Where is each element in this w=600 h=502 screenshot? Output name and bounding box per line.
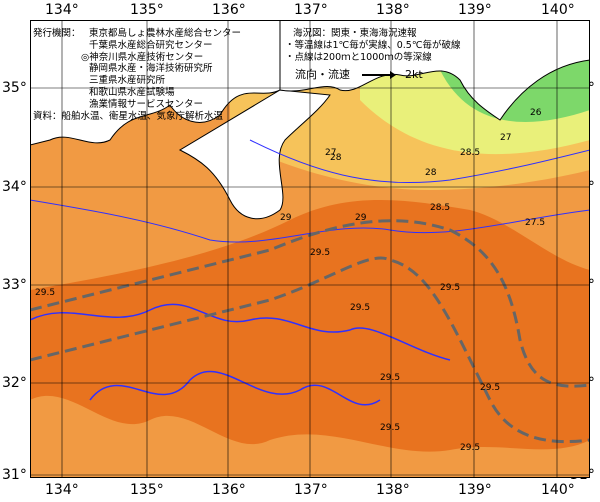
contour-label: 27: [500, 133, 511, 143]
isotherm-note: ・等温線は1℃毎が実線、0.5℃毎が破線: [285, 39, 461, 51]
map-frame: [30, 20, 590, 478]
current-label: 流向・流速: [295, 68, 350, 82]
current-scale-legend: 流向・流速 2kt: [285, 69, 461, 83]
contour-label: 26: [530, 108, 542, 118]
lon-label: 139°: [458, 482, 492, 498]
lat-label: 31°: [2, 467, 27, 483]
kuroshio-axis: [30, 219, 590, 388]
lon-label: 140°: [541, 482, 575, 498]
lat-label: 32°: [2, 375, 27, 391]
contour-label: 29.5: [310, 248, 330, 258]
isotherm-line: [30, 303, 451, 361]
isotherm-line: [30, 199, 590, 243]
arrow-icon: [361, 71, 396, 80]
publisher-item: 三重県水産研究所: [89, 75, 166, 87]
sea-temperature-map: 26 27 28 28.5 29 29.5 27.5 29 29.5 29.5 …: [30, 20, 590, 478]
current-scale-value: 2kt: [405, 68, 423, 82]
contour-label: 27: [325, 148, 336, 158]
isotherm-line: [249, 139, 590, 184]
lon-label: 138°: [376, 2, 410, 18]
contour-label: 29.5: [380, 373, 400, 383]
contour-labels: 26 27 28 28.5 29 29.5 27.5 29 29.5 29.5 …: [35, 108, 545, 453]
lon-label: 136°: [212, 482, 246, 498]
contour-label: 29.5: [460, 443, 480, 453]
land-kii-honshu: [30, 20, 281, 146]
publisher-heading: 発行機関：: [33, 28, 81, 39]
lat-label: 35°: [2, 80, 27, 96]
contour-label: 28.5: [460, 148, 480, 158]
land-tokai-kanto: [279, 20, 590, 121]
lon-label: 136°: [212, 2, 246, 18]
contour-label: 29.5: [480, 383, 500, 393]
contour-label: 28.5: [430, 203, 450, 213]
publisher-item: 千葉県水産総合研究センター: [89, 39, 213, 51]
lon-label: 138°: [376, 482, 410, 498]
lon-label: 137°: [294, 2, 328, 18]
isotherms: [30, 139, 590, 406]
contour-label: 29: [280, 213, 292, 223]
lon-label: 134°: [45, 2, 79, 18]
lon-label: 137°: [294, 482, 328, 498]
data-sources: 資料：船舶水温、衛星水温、気象庁解析水温: [33, 110, 224, 122]
kuroshio-axis-south: [30, 256, 590, 444]
contour-label: 29.5: [380, 423, 400, 433]
lon-label: 139°: [458, 2, 492, 18]
graticule: [30, 20, 590, 478]
contour-label: 29.5: [350, 303, 370, 313]
contour-label: 28: [330, 153, 342, 163]
publisher-item: 静岡県水産・海洋技術研究所: [89, 63, 213, 75]
contour-label: 28: [425, 168, 437, 178]
lon-label: 140°: [541, 2, 575, 18]
publisher-item: ◎神奈川県水産技術センター: [81, 51, 204, 63]
lon-label: 135°: [130, 2, 164, 18]
contour-label: 29.5: [35, 288, 55, 298]
publisher-item: 東京都島しょ農林水産総合センター: [89, 28, 242, 39]
contour-label: 29.5: [440, 283, 460, 293]
isobath-note: ・点線は200ｍと1000ｍの等深線: [285, 51, 432, 63]
land-kii-peninsula: [178, 89, 331, 220]
contour-label: 27.5: [525, 218, 545, 228]
map-title: 海況図：関東・東海海況速報: [293, 28, 417, 39]
isotherm-line: [89, 370, 381, 406]
lon-label: 134°: [45, 482, 79, 498]
lat-label: 33°: [2, 277, 27, 293]
contour-label: 29: [355, 213, 367, 223]
map-notes: 海況図：関東・東海海況速報 ・等温線は1℃毎が実線、0.5℃毎が破線 ・点線は2…: [285, 28, 461, 83]
publisher-item: 漁業情報サービスセンター: [89, 98, 204, 110]
lon-label: 135°: [130, 482, 164, 498]
publisher-item: 和歌山県水産試験場: [89, 87, 175, 98]
lat-label: 34°: [2, 179, 27, 195]
